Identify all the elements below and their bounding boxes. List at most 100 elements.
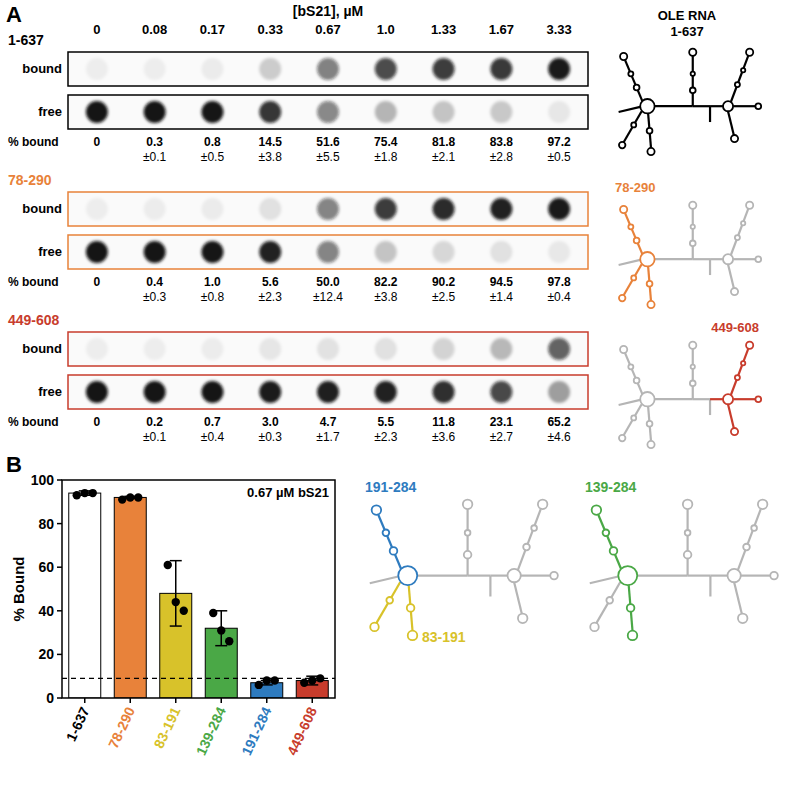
- rna-stem: [731, 56, 748, 102]
- replicate-dot: [81, 489, 89, 497]
- rna-loop: [531, 525, 537, 531]
- rna-structure: [619, 202, 762, 309]
- error-label: ±2.7: [490, 430, 514, 444]
- error-label: ±3.8: [259, 150, 283, 164]
- free-dot: [375, 101, 397, 123]
- error-cap: [170, 625, 182, 627]
- figure: A[bS21], µM00.080.170.330.671.01.331.673…: [0, 0, 800, 790]
- replicate-dot: [255, 681, 263, 689]
- rna-stem: [619, 107, 641, 112]
- rna-stem: [376, 582, 400, 623]
- rna-loop: [746, 202, 753, 209]
- rna-stem: [709, 399, 711, 415]
- rna-loop: [628, 364, 633, 369]
- free-dot: [490, 241, 512, 263]
- replicate-dot: [134, 493, 142, 501]
- replicate-dot: [89, 489, 97, 497]
- rna-loop: [723, 254, 733, 264]
- rna-loop: [735, 82, 740, 87]
- error-label: ±1.7: [316, 430, 340, 444]
- tick: [175, 698, 177, 703]
- rna-loop: [618, 566, 637, 585]
- rna-loop: [386, 597, 393, 604]
- rna-loop: [640, 99, 654, 113]
- structure-label: 139-284: [585, 479, 637, 495]
- data-label: 0.8: [204, 135, 221, 149]
- rna-stem: [693, 105, 710, 107]
- row-label: free: [38, 104, 62, 119]
- rna-stem: [598, 515, 621, 569]
- free-dot: [259, 381, 281, 403]
- rna-loop: [628, 224, 633, 229]
- rna-loop: [647, 148, 654, 155]
- data-label: 75.4: [374, 135, 398, 149]
- rna-loop: [610, 547, 618, 555]
- error-label: ±0.4: [201, 430, 225, 444]
- tick-label: 191-284: [238, 704, 274, 758]
- free-dot: [201, 381, 223, 403]
- free-dot: [490, 101, 512, 123]
- rna-stem: [731, 209, 748, 255]
- rna-loop: [370, 623, 379, 632]
- plot-frame: [62, 480, 335, 698]
- rna-loop: [640, 392, 654, 406]
- replicate-dot: [225, 637, 233, 645]
- data-label: 11.8: [432, 415, 455, 429]
- bound-dot: [86, 58, 108, 80]
- rna-loop: [731, 288, 738, 295]
- row-label: bound: [22, 201, 62, 216]
- replicate-dot: [172, 598, 180, 606]
- bound-dot: [375, 198, 397, 220]
- rna-stem: [709, 576, 711, 597]
- row-label: % bound: [8, 275, 59, 289]
- rna-loop: [741, 361, 745, 365]
- rna-structure: [619, 49, 762, 156]
- rna-loop: [743, 544, 750, 551]
- rna-loop: [731, 135, 738, 142]
- tick-label: 100: [31, 472, 55, 488]
- rna-loop: [619, 295, 625, 301]
- replicate-dot: [308, 676, 316, 684]
- error-label: ±0.4: [547, 290, 571, 304]
- rna-loop: [647, 128, 653, 134]
- rna-loop: [464, 551, 472, 559]
- rna-stem: [637, 574, 687, 576]
- data-label: 90.2: [432, 275, 456, 289]
- structure-title: OLE RNA: [658, 8, 717, 23]
- rna-loop: [751, 525, 757, 531]
- rna-loop: [518, 614, 528, 624]
- bound-dot: [201, 338, 223, 360]
- data-label: 65.2: [547, 415, 571, 429]
- error-label: ±12.4: [313, 290, 343, 304]
- error-label: ±0.8: [201, 290, 225, 304]
- rna-loop: [738, 614, 748, 624]
- free-dot: [548, 241, 570, 263]
- rna-stem: [655, 398, 693, 400]
- rna-stem: [417, 574, 467, 576]
- rna-stem: [728, 264, 734, 288]
- error-bar: [170, 561, 182, 626]
- blot-strip: [68, 52, 588, 86]
- blot-strip: [68, 192, 588, 226]
- error-label: ±2.3: [259, 290, 283, 304]
- tick-label: 0.67: [315, 22, 340, 37]
- error-label: ±5.5: [316, 150, 340, 164]
- rna-stem: [625, 353, 642, 394]
- tick-label: 449-608: [284, 704, 320, 758]
- free-dot: [86, 381, 108, 403]
- rna-loop: [735, 235, 740, 240]
- free-dot: [375, 241, 397, 263]
- blot-group: 1-637boundfree00.3±0.10.8±0.514.5±3.851.…: [8, 8, 761, 164]
- rna-loop: [735, 375, 740, 380]
- rna-stem: [710, 105, 723, 107]
- error-cap: [215, 645, 227, 647]
- error-label: ±0.1: [143, 430, 167, 444]
- tick-label: 0.17: [200, 22, 225, 37]
- rna-stem: [370, 577, 399, 584]
- tick-label: 60: [38, 559, 54, 575]
- rna-loop: [647, 421, 653, 427]
- rna-stem: [733, 258, 755, 260]
- data-label: 4.7: [320, 415, 337, 429]
- rna-loop: [755, 103, 761, 109]
- data-label: 14.5: [259, 135, 283, 149]
